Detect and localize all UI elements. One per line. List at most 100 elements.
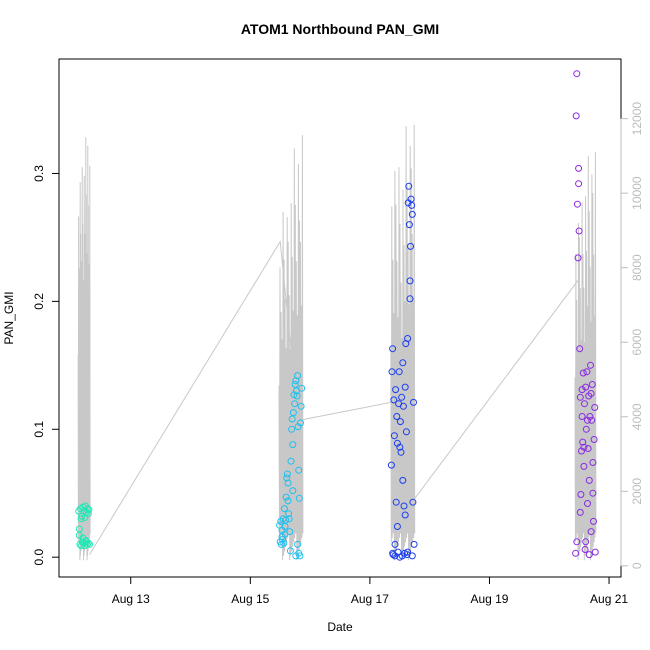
data-point xyxy=(588,381,596,388)
data-point xyxy=(278,533,286,541)
data-point xyxy=(392,498,400,506)
data-point xyxy=(390,396,398,404)
data-point xyxy=(291,400,299,408)
data-point xyxy=(578,447,585,455)
y2-tick-label: 10000 xyxy=(630,176,644,210)
data-point xyxy=(406,277,414,285)
data-point xyxy=(84,539,92,547)
data-point xyxy=(578,386,586,394)
secondary-spike-cluster xyxy=(574,152,597,561)
data-point xyxy=(401,511,409,519)
data-point xyxy=(581,546,589,553)
chart-title: ATOM1 Northbound PAN_GMI xyxy=(241,21,439,37)
data-point xyxy=(573,200,581,208)
data-point xyxy=(79,534,87,542)
data-point xyxy=(400,502,408,510)
data-point xyxy=(286,528,294,536)
data-point xyxy=(289,409,297,417)
data-point xyxy=(287,457,295,465)
data-point xyxy=(293,392,301,400)
data-point xyxy=(405,182,413,190)
data-point xyxy=(85,506,93,514)
data-point xyxy=(585,476,593,484)
data-point xyxy=(297,419,304,427)
data-point xyxy=(584,445,592,452)
data-point xyxy=(294,372,302,380)
y-axis-label: PAN_GMI xyxy=(2,291,16,344)
secondary-series-layer xyxy=(77,124,597,561)
data-point xyxy=(294,540,302,548)
y2-tick-label: 2000 xyxy=(630,478,644,505)
data-point xyxy=(288,425,296,433)
data-point xyxy=(585,551,593,559)
data-point xyxy=(584,416,591,424)
data-point xyxy=(573,538,581,546)
data-point xyxy=(298,384,306,392)
x-tick-label: Aug 21 xyxy=(590,592,628,606)
data-point xyxy=(402,428,410,436)
data-point xyxy=(405,221,413,229)
data-point xyxy=(294,423,302,431)
data-point xyxy=(575,227,583,235)
y-tick-label: 0.3 xyxy=(32,165,46,182)
data-point xyxy=(399,476,407,484)
data-point xyxy=(387,461,395,469)
data-point xyxy=(582,538,590,546)
data-point xyxy=(297,402,305,410)
data-point xyxy=(289,441,297,449)
data-points-layer xyxy=(75,70,599,561)
data-point xyxy=(583,368,591,376)
data-point xyxy=(587,390,595,397)
data-point xyxy=(83,540,91,548)
y-axis-left: 0.0 0.1 0.2 0.3 xyxy=(32,165,60,566)
y2-tick-label: 6000 xyxy=(630,329,644,356)
data-point xyxy=(285,510,293,518)
data-point xyxy=(84,505,92,513)
x-tick-label: Aug 19 xyxy=(470,592,508,606)
data-point xyxy=(284,497,292,505)
data-point xyxy=(589,459,597,466)
data-point xyxy=(281,523,289,530)
data-point xyxy=(577,491,585,498)
secondary-connector-line xyxy=(89,240,580,555)
data-point xyxy=(575,180,583,188)
data-point xyxy=(393,413,401,420)
data-point xyxy=(295,494,303,502)
data-point xyxy=(574,254,582,262)
data-point xyxy=(590,517,597,525)
data-point xyxy=(295,466,303,474)
x-tick-label: Aug 13 xyxy=(112,592,150,606)
y2-tick-label: 0 xyxy=(630,562,644,569)
data-point xyxy=(295,549,303,557)
data-point xyxy=(410,398,417,406)
data-point xyxy=(409,498,417,506)
y-axis-right: 0 2000 4000 6000 8000 10000 12000 xyxy=(620,102,644,569)
data-point xyxy=(283,474,291,482)
data-point xyxy=(589,489,597,497)
data-point xyxy=(77,515,85,523)
data-point xyxy=(572,112,580,120)
data-point xyxy=(584,500,591,507)
plot-border xyxy=(58,58,622,578)
data-point xyxy=(86,540,93,548)
plot-area xyxy=(58,58,622,578)
data-point xyxy=(575,164,583,172)
data-point xyxy=(284,479,292,487)
data-point xyxy=(396,418,404,426)
data-point xyxy=(408,552,416,560)
data-point xyxy=(392,386,400,394)
data-point xyxy=(580,462,588,470)
y2-tick-label: 8000 xyxy=(630,254,644,281)
data-point xyxy=(579,369,587,377)
data-point xyxy=(285,515,293,523)
y2-tick-label: 4000 xyxy=(630,403,644,430)
secondary-spike-cluster xyxy=(390,124,416,561)
data-point xyxy=(388,368,396,376)
data-point xyxy=(81,514,89,521)
data-point xyxy=(397,448,405,456)
data-point xyxy=(576,345,584,353)
data-point xyxy=(579,438,587,446)
data-point xyxy=(390,432,398,440)
data-point xyxy=(576,508,584,516)
